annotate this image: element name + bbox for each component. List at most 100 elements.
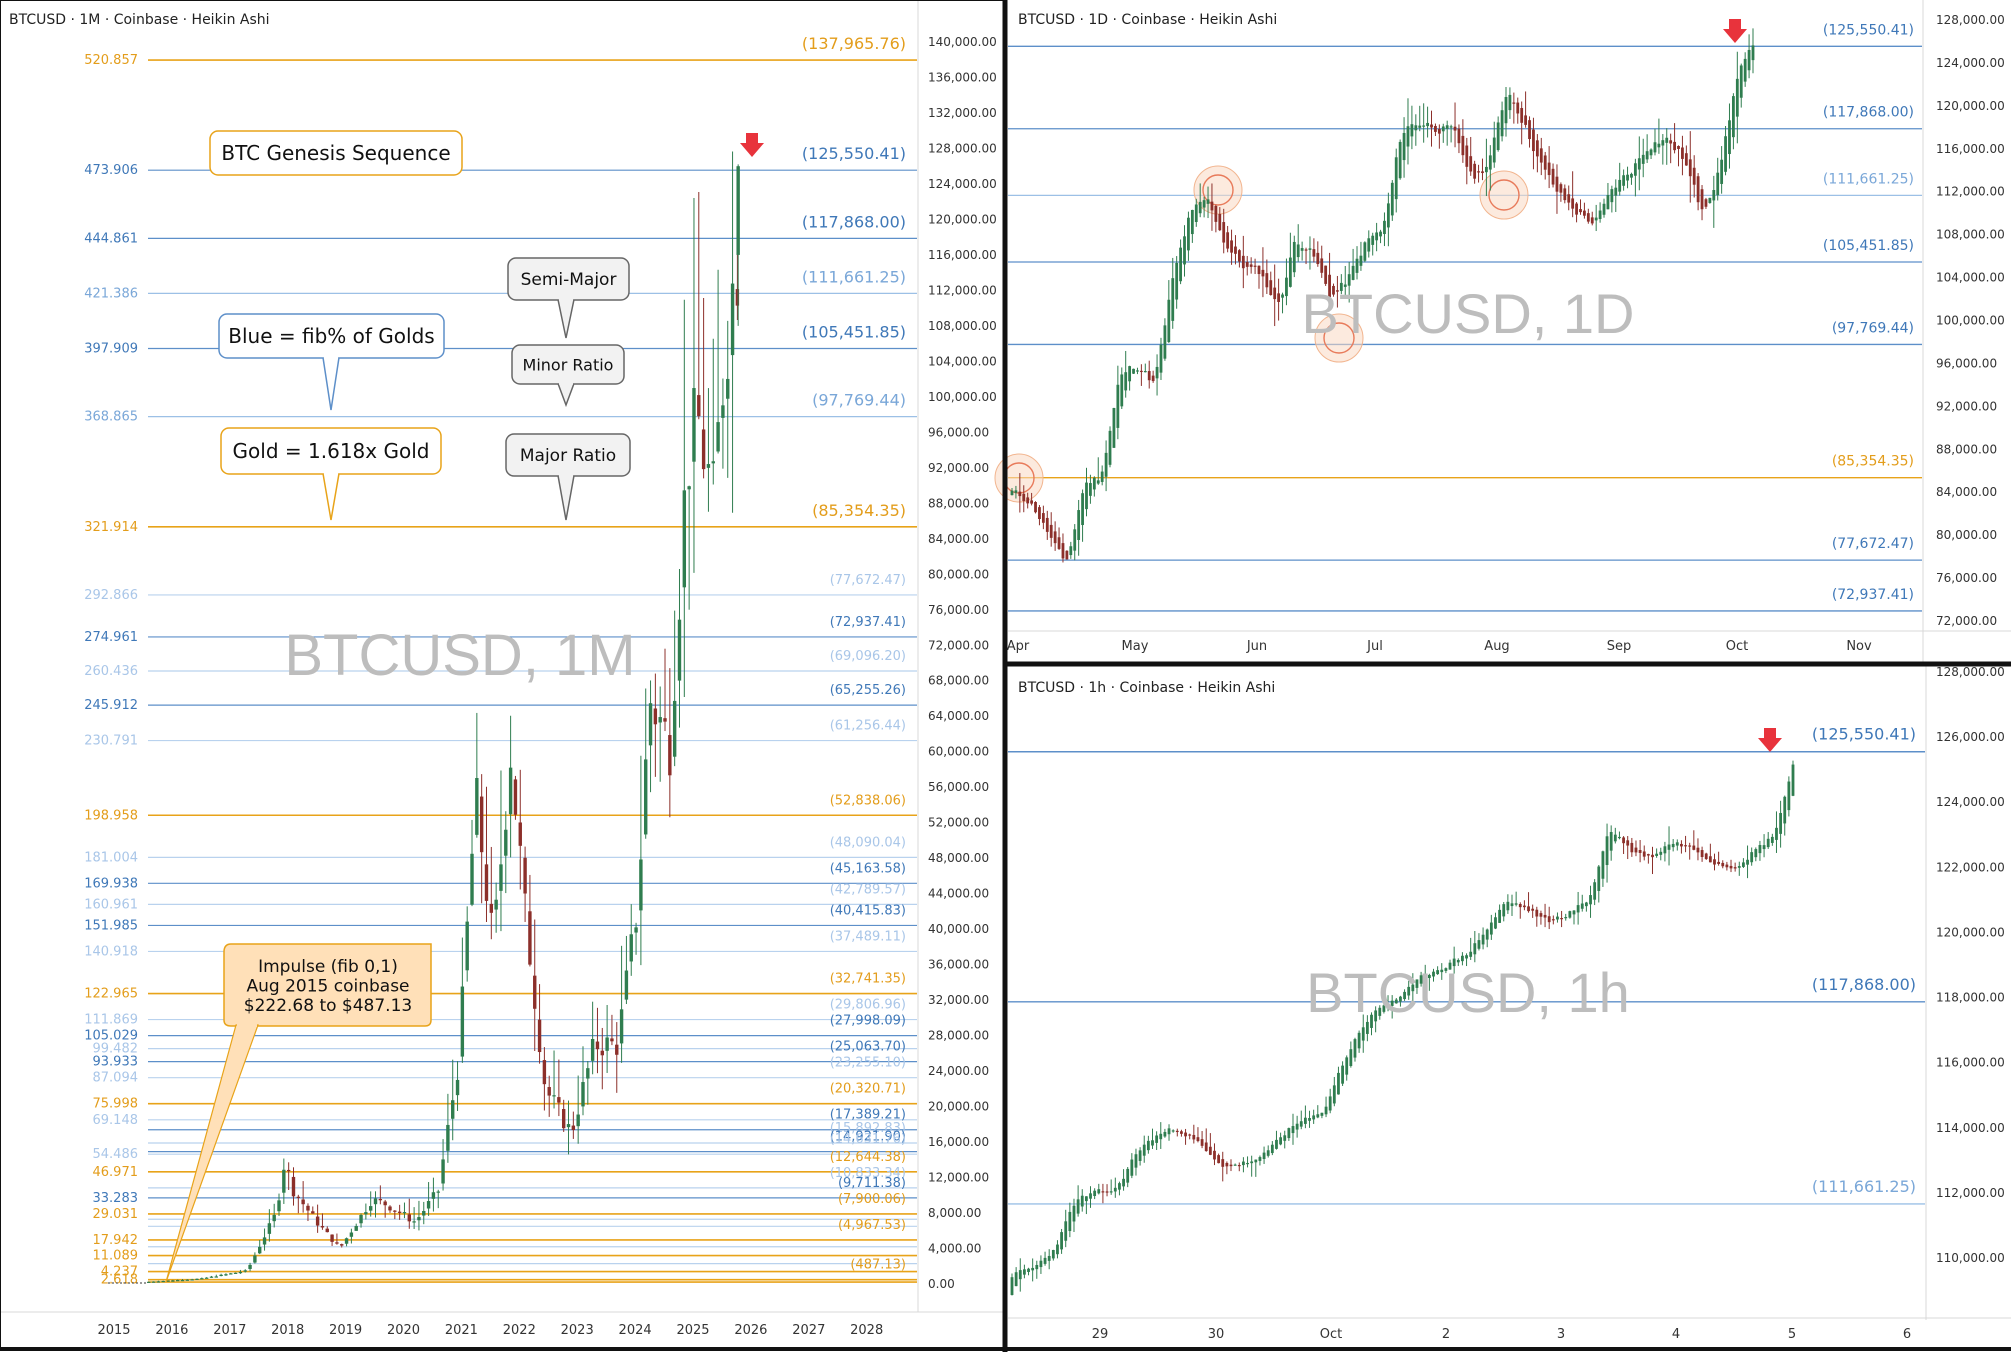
genesis-callout: BTC Genesis Sequence <box>209 130 463 176</box>
monthly-candle-body <box>388 1206 392 1211</box>
hourly-candle <box>1217 1153 1221 1164</box>
hourly-candle-body <box>1394 999 1398 1004</box>
monthly-candle-body <box>436 1191 440 1193</box>
monthly-candle-body <box>233 1272 238 1274</box>
hourly-candle-body <box>1089 1193 1092 1199</box>
hourly-candle <box>1729 859 1733 873</box>
hourly-candle <box>1576 891 1580 925</box>
hourly-candle-body <box>1064 1221 1068 1241</box>
monthly-time-axis[interactable]: 2015 2016 2017 2018 2019 2020 2021 2022 2023 2024… <box>0 1311 1003 1338</box>
daily-candle-body <box>1594 217 1598 221</box>
fib-ratio-label: 33.283 <box>93 1191 139 1206</box>
monthly-candle-body <box>267 1223 272 1234</box>
hourly-candle-body <box>1386 1003 1390 1009</box>
monthly-price-axis[interactable]: 140,000.00 136,000.00 132,000.00 128,000.00… <box>917 0 997 1312</box>
hourly-candle <box>1266 1145 1270 1158</box>
price-tick-label: 68,000.00 <box>928 674 989 688</box>
hourly-time-axis[interactable]: 29 30 Oct 2 3 4 5 6 <box>1008 1317 2011 1342</box>
time-tick-label: 2015 <box>97 1323 130 1338</box>
monthly-candle <box>204 1277 209 1279</box>
daily-candle <box>1367 230 1371 258</box>
monthly-candle-body <box>373 1198 378 1205</box>
daily-candle-body <box>1187 217 1190 251</box>
daily-time-axis[interactable]: Apr May Jun Jul Aug Sep Oct Nov <box>1007 630 2011 654</box>
daily-header: BTCUSD · 1D · Coinbase · Heikin Ashi <box>1018 12 1277 28</box>
highlight-ring <box>1193 165 1243 215</box>
hourly-candle-body <box>1262 1152 1266 1160</box>
hourly-candle <box>1758 840 1762 861</box>
hourly-candle <box>1547 906 1551 930</box>
monthly-candle <box>272 1203 276 1228</box>
daily-candle <box>1681 135 1684 176</box>
daily-candle-body <box>1500 110 1504 137</box>
daily-candle-body <box>1304 249 1308 251</box>
hourly-price-axis[interactable]: 128,000.00 126,000.00 124,000.00 122,000.00… <box>1925 665 2005 1320</box>
time-tick-label: 2020 <box>387 1323 420 1338</box>
daily-candle-body <box>1328 274 1331 298</box>
hourly-candle <box>1159 1122 1163 1149</box>
daily-candle <box>1532 117 1535 170</box>
fib-ratio-label: 321.914 <box>84 520 138 535</box>
impulse-box <box>223 943 432 1027</box>
daily-candle-body <box>1508 94 1512 111</box>
price-tick-label: 132,000.00 <box>928 106 997 120</box>
monthly-candle-body <box>171 1280 175 1282</box>
price-tick-label: 44,000.00 <box>928 887 989 901</box>
hourly-candle-body <box>1403 991 1406 1000</box>
hourly-time-tick: 29 <box>1092 1327 1109 1342</box>
monthly-candle <box>658 686 662 782</box>
daily-candle <box>1296 224 1300 262</box>
daily-candle <box>1351 248 1355 281</box>
hourly-candle-body <box>1035 1264 1039 1270</box>
hourly-candle <box>1258 1155 1262 1166</box>
monthly-candle-body <box>687 486 691 490</box>
daily-candle <box>1641 138 1645 178</box>
daily-price-axis[interactable]: 128,000.00 124,000.00 120,000.00 116,000.00… <box>1922 0 2005 664</box>
hourly-candle-body <box>1593 882 1597 900</box>
daily-candle-body <box>1026 497 1030 504</box>
monthly-watermark: BTCUSD, 1M <box>284 623 635 688</box>
monthly-candle-body <box>730 283 735 356</box>
monthly-candle-body <box>697 395 701 417</box>
daily-candle-body <box>1343 284 1347 287</box>
time-tick-label: 2021 <box>445 1323 478 1338</box>
price-tick-label: 116,000.00 <box>928 248 997 262</box>
monthly-candle-body <box>296 1196 301 1198</box>
monthly-candle <box>726 320 730 478</box>
daily-candle <box>1226 225 1230 253</box>
hourly-candle-body <box>1551 919 1555 921</box>
daily-candle <box>1504 87 1508 137</box>
daily-watermark: BTCUSD, 1D <box>1302 282 1635 345</box>
hourly-candle <box>1039 1255 1043 1274</box>
daily-candle-body <box>1410 124 1414 137</box>
hourly-candle-body <box>1229 1164 1233 1167</box>
daily-candle <box>1010 487 1014 496</box>
hourly-candle <box>1704 852 1708 860</box>
price-tick-label: 72,000.00 <box>928 638 989 652</box>
hourly-candle <box>1485 928 1489 948</box>
daily-candle <box>1579 199 1582 215</box>
hourly-candle-body <box>1692 845 1696 850</box>
hourly-candle-body <box>1084 1196 1088 1202</box>
hourly-candle <box>1270 1141 1274 1156</box>
time-tick-label: 2025 <box>676 1323 709 1338</box>
monthly-candle <box>340 1243 344 1248</box>
daily-candle <box>1665 128 1669 165</box>
daily-candle-body <box>1504 97 1508 124</box>
impulse-pointer-mask <box>237 1019 257 1027</box>
daily-price-label: (72,937.41) <box>1832 587 1914 603</box>
hourly-candle <box>1357 1030 1361 1053</box>
daily-candle-body <box>1739 65 1743 98</box>
monthly-candle <box>373 1191 378 1218</box>
monthly-candle <box>397 1204 402 1220</box>
daily-candle <box>1426 106 1429 138</box>
daily-candle-body <box>1661 140 1665 146</box>
monthly-candle <box>561 1099 566 1132</box>
price-tick-label: 88,000.00 <box>928 496 989 510</box>
daily-candle <box>1594 204 1598 232</box>
fib-ratio-label: 4.237 <box>101 1265 138 1280</box>
daily-candle <box>1249 257 1253 274</box>
monthly-candle-body <box>658 717 662 723</box>
fib-ratio-label: 99.482 <box>93 1042 139 1057</box>
daily-candle-body <box>1590 217 1594 224</box>
